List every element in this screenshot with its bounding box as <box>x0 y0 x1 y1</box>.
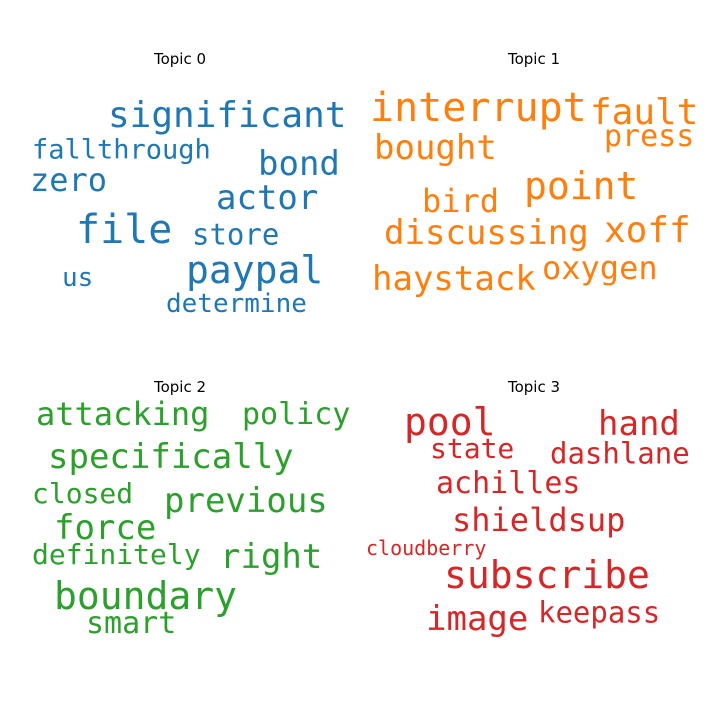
word-right: right <box>220 537 323 577</box>
wordcloud-panel-1: Topic 1 interrupt fault press bought point bi… <box>354 0 714 360</box>
word-fallthrough: fallthrough <box>32 134 211 166</box>
word-actor: actor <box>216 178 319 218</box>
word-determine: determine <box>166 289 307 319</box>
word-bought: bought <box>374 128 497 168</box>
word-file: file <box>76 207 173 253</box>
wordcloud-panel-2: Topic 2 attacking policy specifically close… <box>0 328 360 688</box>
word-definitely: definitely <box>32 538 201 571</box>
word-fault: fault <box>590 92 699 133</box>
word-dashlane: dashlane <box>550 436 690 471</box>
word-smart: smart <box>86 606 177 641</box>
word-image: image <box>426 599 529 639</box>
word-press: press <box>604 119 695 154</box>
word-point: point <box>524 164 639 208</box>
word-previous: previous <box>164 481 328 521</box>
word-pool: pool <box>404 400 496 444</box>
panel-title: Topic 0 <box>153 50 207 68</box>
word-policy: policy <box>242 397 351 432</box>
word-force: force <box>54 508 157 548</box>
word-bird: bird <box>422 182 500 220</box>
word-closed: closed <box>32 477 134 510</box>
word-haystack: haystack <box>372 259 536 299</box>
word-hand: hand <box>598 404 680 444</box>
word-bond: bond <box>258 144 340 184</box>
word-significant: significant <box>108 95 347 136</box>
word-zero: zero <box>30 161 108 199</box>
word-paypal: paypal <box>186 248 324 292</box>
word-subscribe: subscribe <box>444 553 650 597</box>
word-shieldsup: shieldsup <box>452 501 626 539</box>
word-oxygen: oxygen <box>542 249 658 287</box>
word-xoff: xoff <box>604 210 691 251</box>
word-discussing: discussing <box>384 213 589 253</box>
wordcloud-panel-3: Topic 3 pool hand state dashlane achilles shi… <box>354 328 714 688</box>
word-boundary: boundary <box>54 574 238 618</box>
word-us: us <box>62 263 94 293</box>
word-achilles: achilles <box>436 466 581 501</box>
word-specifically: specifically <box>48 437 294 477</box>
word-keepass: keepass <box>538 595 661 630</box>
word-interrupt: interrupt <box>370 85 587 131</box>
word-store: store <box>192 217 280 252</box>
word-state: state <box>430 432 515 465</box>
word-attacking: attacking <box>36 395 210 433</box>
panel-title: Topic 3 <box>507 378 561 396</box>
wordcloud-panel-0: Topic 0 significant fallthrough bond zero ac… <box>0 0 360 360</box>
panel-title: Topic 1 <box>507 50 561 68</box>
panel-title: Topic 2 <box>153 378 207 396</box>
word-cloudberry: cloudberry <box>366 536 487 560</box>
